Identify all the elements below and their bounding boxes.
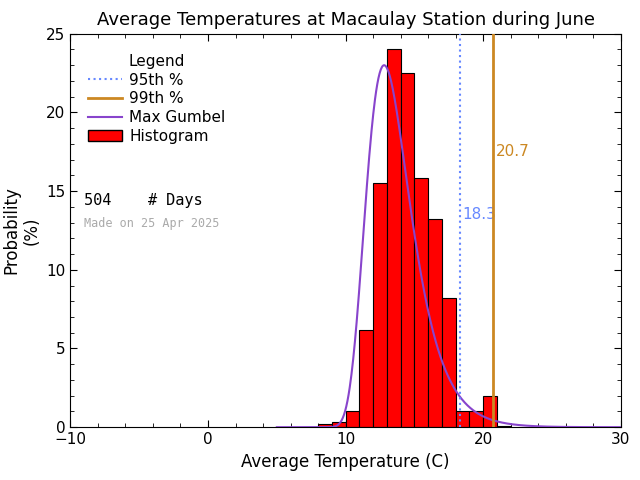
Bar [483, 396, 497, 427]
Bar [470, 411, 483, 427]
Bar [442, 298, 456, 427]
Bar [373, 183, 387, 427]
Bar [415, 179, 428, 427]
Bar [360, 330, 373, 427]
Title: Average Temperatures at Macaulay Station during June: Average Temperatures at Macaulay Station… [97, 11, 595, 29]
Bar [497, 426, 511, 427]
Bar [346, 411, 360, 427]
Legend: 95th %, 99th %, Max Gumbel, Histogram: 95th %, 99th %, Max Gumbel, Histogram [84, 49, 230, 148]
Text: 18.3: 18.3 [463, 207, 497, 222]
Text: Made on 25 Apr 2025: Made on 25 Apr 2025 [84, 216, 220, 229]
Bar [401, 73, 415, 427]
Bar [456, 411, 470, 427]
X-axis label: Average Temperature (C): Average Temperature (C) [241, 453, 450, 470]
Text: 20.7: 20.7 [495, 144, 529, 159]
Bar [318, 424, 332, 427]
Bar [387, 49, 401, 427]
Text: 504    # Days: 504 # Days [84, 193, 203, 208]
Bar [428, 219, 442, 427]
Bar [332, 422, 346, 427]
Y-axis label: Probability
(%): Probability (%) [2, 186, 41, 275]
